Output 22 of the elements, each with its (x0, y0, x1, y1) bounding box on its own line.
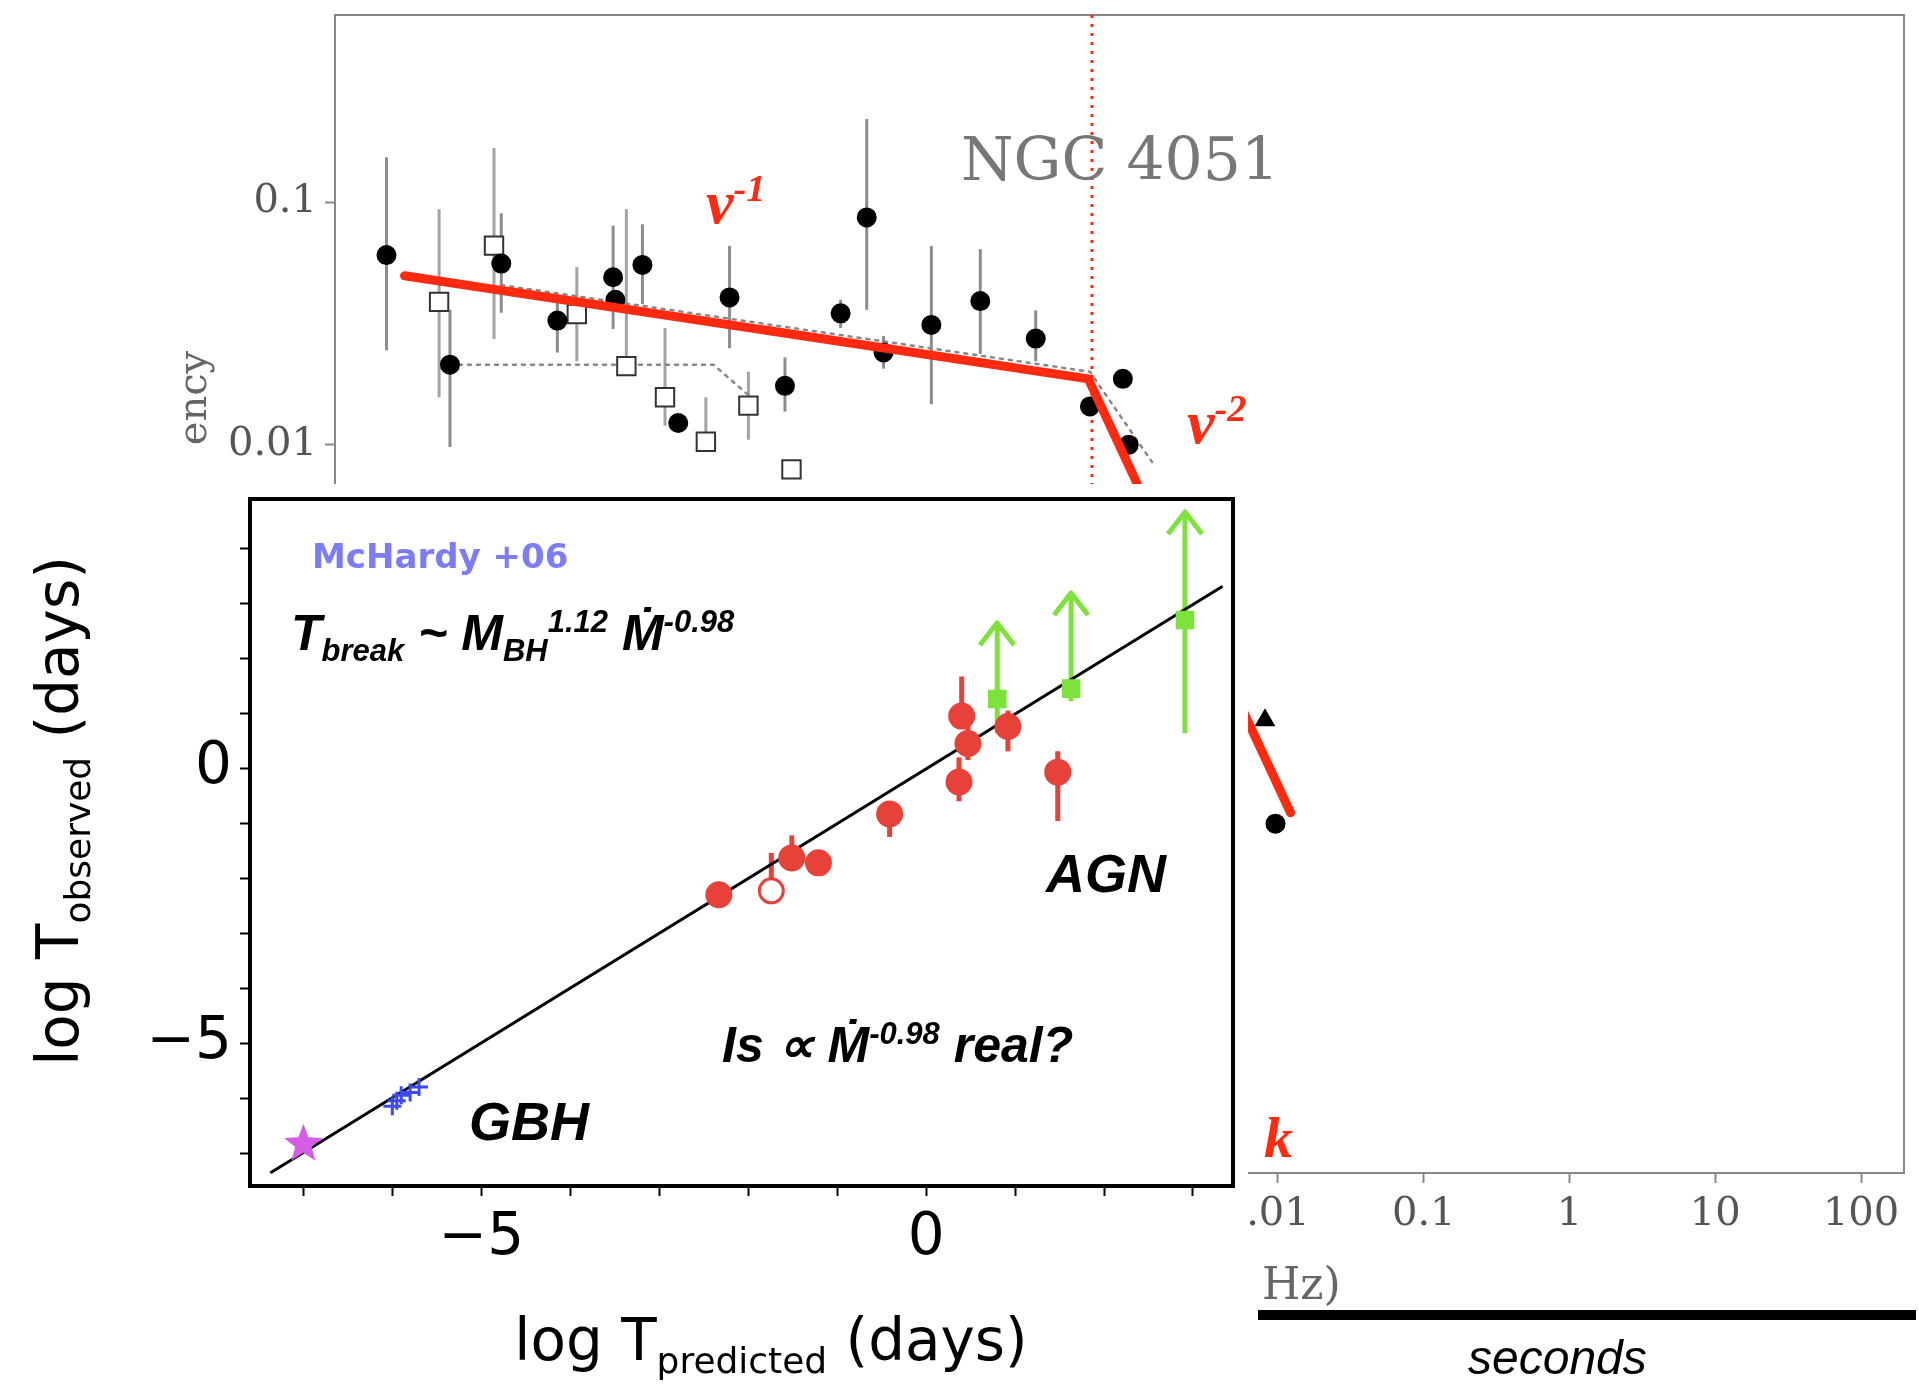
x-tick-label: 0 (907, 1199, 945, 1268)
annotation: AGN (1046, 842, 1166, 904)
annotation: ν$^{-1}$ (706, 166, 766, 238)
annotation: Is ∝ Ṁ$^{-0.98}$ real? (722, 1016, 1074, 1074)
annotation: McHardy +06 (312, 536, 569, 576)
x-tick-label: 100 (1822, 1188, 1900, 1235)
annotation: ν$^{-2}$ (1187, 386, 1247, 458)
y-tick-label: 0.01 (227, 418, 317, 465)
annotation: k (1264, 1104, 1293, 1171)
x-tick-label: 0.1 (1391, 1188, 1456, 1235)
x-axis-title: log T$_{predicted}$ (days) (514, 1306, 1028, 1381)
x-axis-title: Hz) (1262, 1258, 1341, 1309)
y-tick-label: 0 (195, 729, 232, 798)
x-tick-label: .01 (1246, 1188, 1310, 1235)
text: seconds (1468, 1330, 1647, 1385)
x-tick-label: 1 (1556, 1188, 1583, 1235)
x-tick-label: 10 (1689, 1188, 1741, 1235)
annotation: T$_{break}$ ~ M$_{BH}$$^{1.12}$ Ṁ$^{-0.98}$ (291, 604, 735, 669)
x-tick-label: −5 (438, 1199, 525, 1268)
y-axis-title: ency (169, 350, 215, 446)
annotation: NGC 4051 (961, 124, 1280, 194)
annotation: GBH (469, 1090, 589, 1152)
